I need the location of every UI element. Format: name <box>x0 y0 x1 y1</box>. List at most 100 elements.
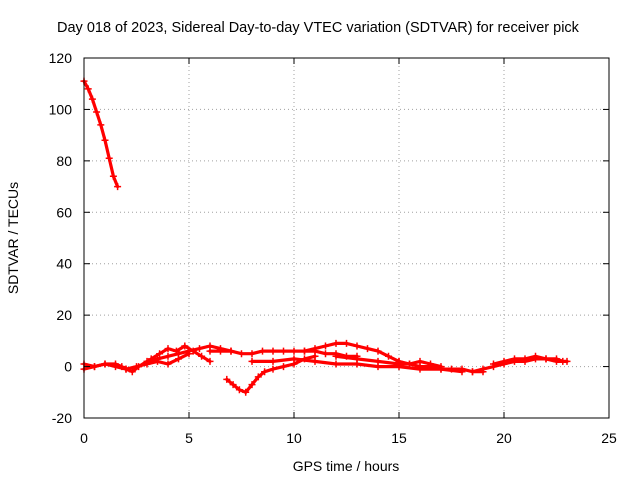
data-point <box>374 357 382 365</box>
y-tick-label: 80 <box>56 153 72 169</box>
y-tick-label: 0 <box>64 359 72 375</box>
data-point <box>469 368 476 376</box>
data-point <box>259 347 266 355</box>
data-point <box>416 357 424 365</box>
data-point <box>311 345 319 353</box>
data-point <box>227 347 235 355</box>
data-point <box>128 368 136 376</box>
data-point <box>280 363 287 371</box>
data-point <box>189 347 197 355</box>
data-point <box>332 352 340 360</box>
data-point <box>93 108 101 116</box>
y-tick-label: 40 <box>56 256 72 272</box>
data-point <box>437 363 445 371</box>
data-point <box>164 352 172 360</box>
series-line <box>225 354 317 394</box>
data-point <box>353 355 361 363</box>
y-tick-label: 120 <box>49 50 73 66</box>
data-point <box>332 360 340 368</box>
plot-frame <box>83 57 610 419</box>
data-point <box>248 357 256 365</box>
data-point <box>88 95 96 103</box>
x-tick-label: 20 <box>496 430 512 446</box>
data-point <box>290 355 298 363</box>
data-point <box>223 375 231 383</box>
data-point <box>269 357 277 365</box>
data-point <box>553 355 560 363</box>
data-point <box>181 342 189 350</box>
tick-layer: 0 5 10 15 20 25 -20 0 20 40 60 80 100 120 <box>49 50 617 446</box>
data-point <box>511 355 518 363</box>
data-point <box>385 352 392 360</box>
data-point <box>91 363 98 371</box>
chart-title: Day 018 of 2023, Sidereal Day-to-day VTE… <box>57 20 580 36</box>
data-point <box>196 345 203 353</box>
data-point <box>198 352 206 360</box>
data-point <box>364 345 371 353</box>
y-tick-label: 100 <box>49 101 73 117</box>
data-point <box>374 347 382 355</box>
y-tick-label: -20 <box>52 410 72 426</box>
data-point <box>261 368 269 376</box>
data-point <box>458 365 466 373</box>
data-point <box>206 357 214 365</box>
data-point <box>185 350 193 358</box>
x-tick-label: 5 <box>185 430 193 446</box>
data-point <box>448 365 455 373</box>
data-point <box>164 360 172 368</box>
x-tick-label: 10 <box>286 430 302 446</box>
y-tick-label: 20 <box>56 307 72 323</box>
data-point <box>427 360 434 368</box>
data-point <box>269 347 277 355</box>
series-wiggle-late <box>395 357 445 371</box>
data-point <box>559 357 567 365</box>
data-point <box>235 386 243 394</box>
series-line <box>149 344 212 363</box>
data-point <box>490 360 497 368</box>
data-point <box>254 373 262 381</box>
x-axis-label: GPS time / hours <box>293 458 400 474</box>
data-point <box>248 381 256 389</box>
data-point <box>229 381 237 389</box>
data-point <box>500 357 508 365</box>
data-point <box>532 352 539 360</box>
data-point <box>156 350 164 358</box>
data-point <box>521 355 529 363</box>
series-baseline-early-lower <box>80 350 193 373</box>
data-point <box>164 345 172 353</box>
data-point <box>343 339 350 347</box>
data-point <box>84 85 92 93</box>
data-point <box>133 363 140 371</box>
data-point <box>301 347 308 355</box>
data-point <box>290 347 298 355</box>
data-point <box>542 355 550 363</box>
data-point <box>248 350 256 358</box>
y-axis-label: SDTVAR / TECUs <box>5 182 21 294</box>
series-line <box>302 341 401 363</box>
data-point <box>238 350 245 358</box>
data-point <box>172 347 180 355</box>
data-point <box>353 342 361 350</box>
data-point <box>175 355 182 363</box>
data-point <box>406 360 413 368</box>
x-tick-label: 0 <box>80 430 88 446</box>
data-point <box>105 154 113 162</box>
data-point <box>242 388 250 396</box>
series-arc-decline <box>80 77 122 191</box>
data-point <box>311 357 319 365</box>
data-point <box>479 365 487 373</box>
series-late-rise-upper <box>490 352 567 368</box>
series-line <box>82 79 120 189</box>
y-tick-label: 60 <box>56 204 72 220</box>
x-tick-label: 25 <box>601 430 617 446</box>
data-point <box>97 121 105 129</box>
series-line <box>470 357 569 374</box>
data-point <box>112 363 119 371</box>
series-dip <box>223 352 319 396</box>
data-point <box>206 347 214 355</box>
data-point <box>269 365 277 373</box>
data-point <box>101 360 109 368</box>
x-tick-label: 15 <box>391 430 407 446</box>
series-layer <box>80 77 571 396</box>
